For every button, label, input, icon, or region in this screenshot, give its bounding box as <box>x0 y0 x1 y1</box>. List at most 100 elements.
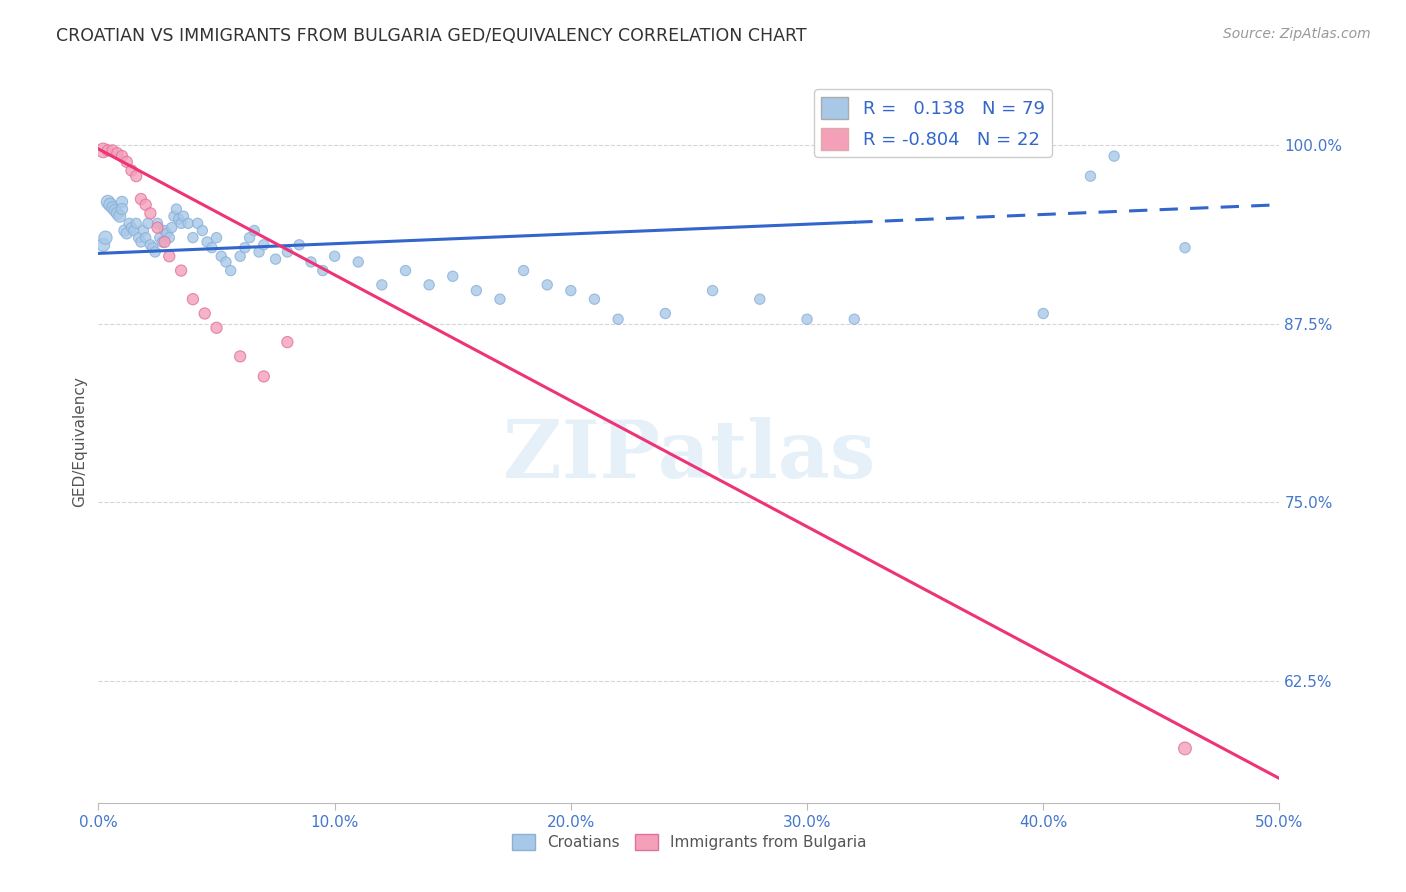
Point <box>129 192 152 206</box>
Point <box>465 284 488 298</box>
Point <box>108 209 131 223</box>
Point <box>347 255 370 269</box>
Point <box>194 306 217 320</box>
Point <box>1174 741 1197 756</box>
Point <box>844 312 866 326</box>
Point <box>97 144 120 158</box>
Point <box>607 312 630 326</box>
Point <box>1032 306 1054 320</box>
Point <box>139 206 162 220</box>
Point <box>371 277 394 292</box>
Point <box>146 220 169 235</box>
Point <box>136 216 159 230</box>
Point <box>111 149 134 163</box>
Point <box>177 216 200 230</box>
Point <box>215 255 238 269</box>
Point <box>229 350 252 364</box>
Point <box>418 277 440 292</box>
Point <box>118 216 141 230</box>
Point <box>276 335 298 350</box>
Point <box>1174 241 1197 255</box>
Point <box>288 237 311 252</box>
Point <box>441 269 464 284</box>
Point <box>323 249 346 263</box>
Point <box>153 235 176 249</box>
Point <box>276 244 298 259</box>
Point <box>150 235 173 249</box>
Point <box>536 277 558 292</box>
Point <box>157 249 180 263</box>
Text: Source: ZipAtlas.com: Source: ZipAtlas.com <box>1223 27 1371 41</box>
Point <box>796 312 818 326</box>
Point <box>143 244 166 259</box>
Point <box>157 230 180 244</box>
Point <box>149 230 172 244</box>
Point <box>135 198 157 212</box>
Point <box>122 223 145 237</box>
Point <box>165 202 187 216</box>
Point <box>1080 169 1102 183</box>
Point <box>243 223 266 237</box>
Point <box>264 252 287 266</box>
Point <box>489 292 512 306</box>
Point <box>702 284 724 298</box>
Point <box>239 230 262 244</box>
Point <box>191 223 214 237</box>
Point <box>146 216 169 230</box>
Point <box>187 216 209 230</box>
Point <box>394 263 416 277</box>
Point <box>111 194 134 209</box>
Point <box>201 241 224 255</box>
Point <box>253 237 276 252</box>
Point <box>94 230 117 244</box>
Point <box>205 230 228 244</box>
Point <box>98 198 121 212</box>
Point <box>115 227 138 241</box>
Point <box>247 244 270 259</box>
Point <box>121 163 143 178</box>
Point <box>160 220 183 235</box>
Point <box>121 220 143 235</box>
Point <box>115 154 138 169</box>
Point <box>172 209 194 223</box>
Point <box>560 284 582 298</box>
Point <box>299 255 322 269</box>
Point <box>205 320 228 334</box>
Point <box>125 216 148 230</box>
Point <box>195 235 218 249</box>
Point <box>181 292 204 306</box>
Point <box>181 230 204 244</box>
Point <box>163 209 186 223</box>
Point <box>312 263 335 277</box>
Point <box>219 263 242 277</box>
Point <box>253 369 276 384</box>
Point <box>101 144 124 158</box>
Point <box>91 237 114 252</box>
Point <box>105 146 128 161</box>
Point <box>1102 149 1125 163</box>
Point <box>583 292 606 306</box>
Point <box>512 263 534 277</box>
Legend: Croatians, Immigrants from Bulgaria: Croatians, Immigrants from Bulgaria <box>506 829 872 856</box>
Point <box>170 263 193 277</box>
Point <box>233 241 256 255</box>
Point <box>142 241 165 255</box>
Point <box>135 230 157 244</box>
Point <box>104 203 127 218</box>
Point <box>112 223 135 237</box>
Point <box>209 249 232 263</box>
Text: CROATIAN VS IMMIGRANTS FROM BULGARIA GED/EQUIVALENCY CORRELATION CHART: CROATIAN VS IMMIGRANTS FROM BULGARIA GED… <box>56 27 807 45</box>
Point <box>156 227 179 241</box>
Point <box>97 194 120 209</box>
Point <box>111 202 134 216</box>
Point <box>132 223 155 237</box>
Point <box>125 169 148 183</box>
Text: ZIPatlas: ZIPatlas <box>503 417 875 495</box>
Point <box>128 230 150 244</box>
Point <box>654 306 676 320</box>
Point <box>129 235 152 249</box>
Point <box>167 212 190 227</box>
Point <box>153 223 176 237</box>
Point <box>91 144 114 158</box>
Point <box>748 292 770 306</box>
